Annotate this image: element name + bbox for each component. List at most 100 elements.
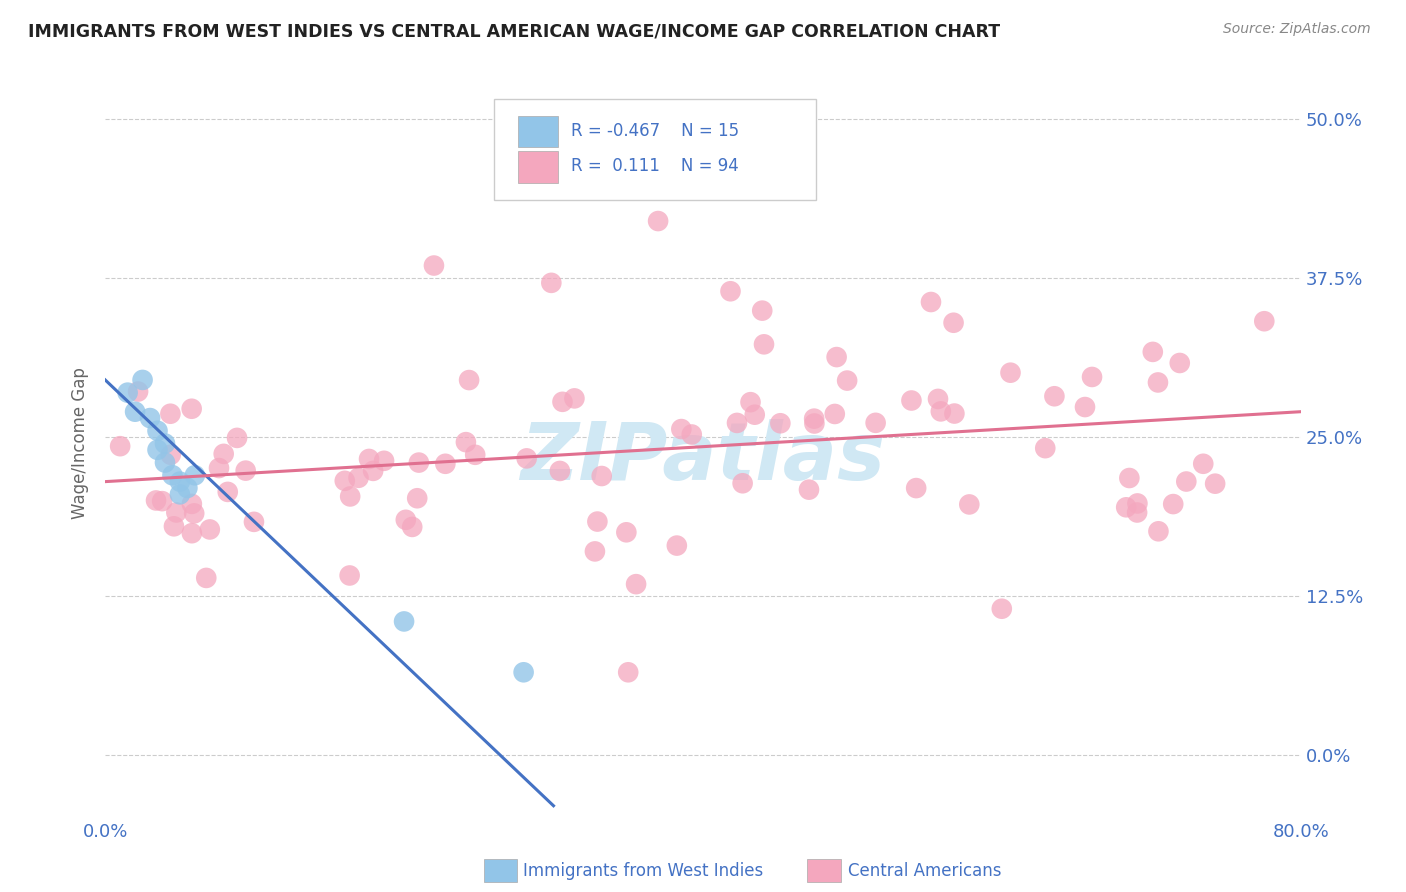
Point (180, 401, 202, 416)
Point (803, 417, 825, 431)
Point (929, 404, 952, 418)
Point (900, 393, 922, 408)
FancyBboxPatch shape (517, 151, 558, 183)
Point (1142, 345, 1164, 359)
Point (1147, 376, 1170, 390)
Point (824, 407, 846, 421)
Point (153, 436, 176, 450)
Point (825, 350, 848, 364)
Point (1168, 356, 1191, 370)
Point (1161, 497, 1184, 511)
Text: R = -0.467    N = 15: R = -0.467 N = 15 (571, 122, 740, 140)
Point (1126, 506, 1149, 520)
FancyBboxPatch shape (494, 98, 817, 200)
Point (117, 385, 139, 400)
Point (159, 407, 181, 421)
Point (1253, 314, 1275, 328)
Point (198, 523, 221, 537)
Point (752, 337, 775, 351)
Point (162, 468, 184, 483)
Point (943, 407, 966, 421)
Point (1074, 400, 1097, 414)
Point (339, 568, 361, 582)
Text: Source: ZipAtlas.com: Source: ZipAtlas.com (1223, 22, 1371, 37)
Point (671, 422, 693, 436)
Point (647, 214, 669, 228)
Point (797, 483, 820, 497)
Point (139, 411, 162, 425)
Point (434, 457, 457, 471)
Point (920, 295, 942, 310)
Point (464, 448, 486, 462)
Point (373, 454, 395, 468)
Point (333, 474, 356, 488)
Point (1175, 475, 1198, 489)
Point (169, 487, 191, 501)
Y-axis label: Wage/Income Gap: Wage/Income Gap (72, 368, 89, 519)
Point (720, 285, 742, 299)
Point (176, 481, 198, 495)
Point (1192, 457, 1215, 471)
Point (617, 665, 640, 680)
FancyBboxPatch shape (517, 116, 558, 147)
Point (163, 519, 186, 533)
Text: Immigrants from West Indies: Immigrants from West Indies (523, 862, 763, 880)
Point (516, 451, 538, 466)
Point (131, 373, 153, 387)
Point (957, 498, 980, 512)
Point (681, 427, 703, 442)
Point (423, 259, 446, 273)
Point (551, 394, 574, 409)
Point (583, 544, 606, 558)
Point (512, 665, 534, 680)
Point (614, 525, 637, 540)
Point (169, 475, 191, 489)
Point (751, 151, 773, 165)
Point (740, 395, 762, 409)
Point (361, 464, 384, 478)
Point (1081, 370, 1104, 384)
Point (153, 456, 176, 470)
Point (751, 303, 773, 318)
Point (183, 507, 205, 521)
Point (865, 416, 887, 430)
Point (401, 520, 423, 534)
Point (208, 461, 231, 475)
Point (803, 411, 825, 425)
Point (942, 316, 965, 330)
Point (725, 416, 748, 430)
Point (540, 276, 562, 290)
Point (357, 452, 380, 467)
Point (195, 571, 218, 585)
Point (548, 464, 571, 478)
Point (150, 494, 173, 508)
Point (837, 374, 859, 388)
Point (124, 405, 146, 419)
Point (180, 526, 202, 541)
Point (339, 490, 361, 504)
Point (1147, 524, 1170, 539)
Text: Central Americans: Central Americans (848, 862, 1001, 880)
Point (1043, 389, 1066, 403)
Point (165, 506, 187, 520)
Point (991, 601, 1014, 615)
Point (564, 392, 586, 406)
Point (392, 615, 415, 629)
Point (1118, 471, 1140, 485)
Point (159, 448, 181, 462)
Point (145, 493, 167, 508)
Point (395, 513, 418, 527)
Point (454, 435, 477, 450)
Point (408, 456, 430, 470)
Point (146, 424, 169, 438)
Text: R =  0.111    N = 94: R = 0.111 N = 94 (571, 157, 740, 175)
Point (591, 469, 613, 483)
Point (586, 515, 609, 529)
Point (927, 392, 949, 406)
Point (665, 539, 688, 553)
Text: IMMIGRANTS FROM WEST INDIES VS CENTRAL AMERICAN WAGE/INCOME GAP CORRELATION CHAR: IMMIGRANTS FROM WEST INDIES VS CENTRAL A… (28, 22, 1000, 40)
Point (744, 408, 766, 422)
Point (1204, 476, 1226, 491)
Point (731, 476, 754, 491)
Point (217, 484, 239, 499)
